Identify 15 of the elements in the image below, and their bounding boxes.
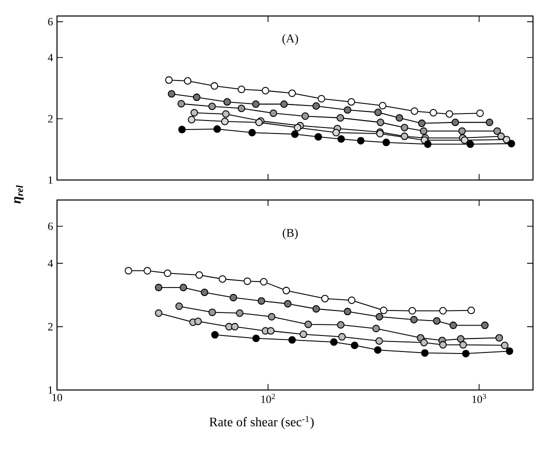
x-tick-label: 10$^{2}$	[261, 394, 275, 404]
y-tick-label: 4	[48, 260, 53, 267]
x-axis-title: Rate of shear (sec$^{-1}$)	[209, 416, 314, 429]
y-tick-label: 6	[48, 222, 53, 230]
y-tick-label: 6	[48, 18, 53, 26]
text: (A)	[282, 34, 298, 45]
text: (B)	[282, 228, 298, 240]
y-tick-label: 1	[48, 176, 52, 184]
y-tick-label: 2	[48, 323, 53, 330]
y-tick-label: 1	[48, 386, 52, 394]
y-tick-label: 2	[48, 115, 53, 122]
y-axis-title: η$_{rel}$	[14, 185, 24, 204]
x-tick-label: 10	[52, 394, 62, 402]
x-tick-label: 10$^{3}$	[472, 394, 486, 404]
y-tick-label: 4	[48, 54, 53, 62]
